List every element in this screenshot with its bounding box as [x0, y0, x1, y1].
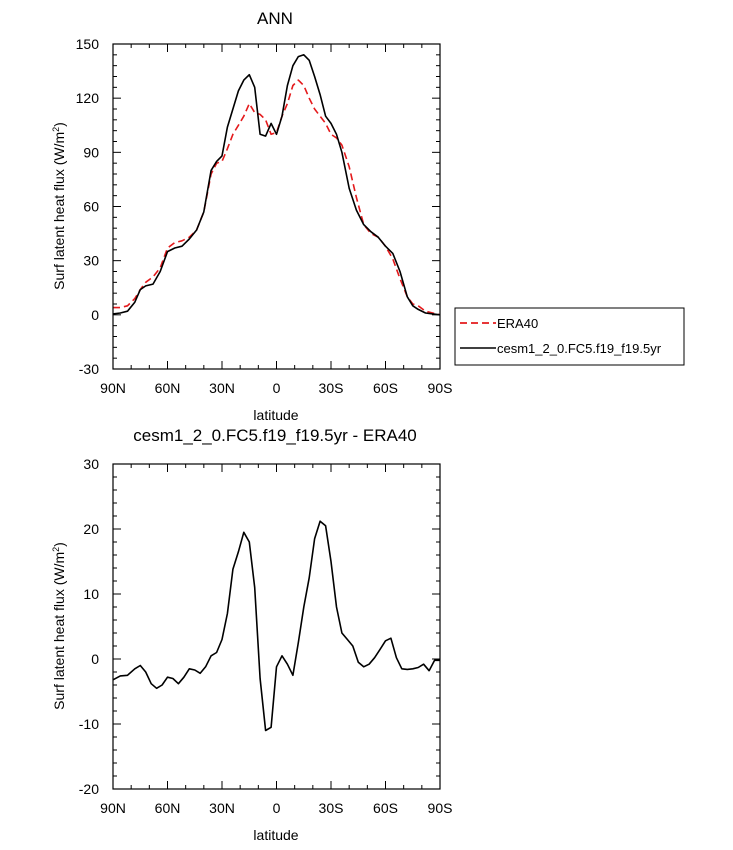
y-tick-label: 0 — [91, 307, 99, 323]
y-axis-label-close: ) — [51, 122, 67, 127]
y-tick-label: 60 — [83, 199, 99, 215]
x-tick-label: 60N — [155, 380, 181, 396]
legend-box — [454, 307, 685, 366]
y-tick-label: 90 — [83, 144, 99, 160]
chart-title: cesm1_2_0.FC5.f19_f19.5yr - ERA40 — [133, 426, 416, 445]
y-tick-label: 150 — [76, 36, 100, 52]
x-tick-label: 90S — [428, 800, 453, 816]
x-tick-label: 0 — [273, 800, 281, 816]
y-axis-label-close: ) — [51, 542, 67, 547]
y-tick-label: 10 — [83, 586, 99, 602]
top-panel: ANN 90N 60N 30N 0 30S 60S 90S-300306090120150 … — [51, 9, 452, 423]
plot-frame — [112, 43, 441, 370]
x-axis-label: latitude — [253, 407, 298, 423]
y-tick-label: 20 — [83, 521, 99, 537]
y-axis-label-superscript: 2 — [51, 127, 61, 132]
y-tick-label: 120 — [76, 90, 100, 106]
y-tick-label: 30 — [83, 253, 99, 269]
x-tick-label: 90S — [428, 380, 453, 396]
x-axis-label: latitude — [253, 827, 298, 843]
series-line — [112, 520, 440, 732]
y-axis-label-main: Surf latent heat flux (W/m — [51, 132, 67, 290]
series-group — [112, 520, 440, 732]
series-group — [112, 54, 441, 316]
axis-ticks: 90N 60N 30N 0 30S 60S 90S -20 -10 0 10 20 30 — [79, 456, 453, 816]
legend-label-cesm: cesm1_2_0.FC5.f19_f19.5yr — [497, 341, 662, 356]
y-axis-label: Surf latent heat flux (W/m2) — [51, 122, 67, 290]
y-tick-label: -30 — [79, 361, 99, 377]
series-line — [112, 54, 441, 316]
x-tick-label: 30N — [209, 380, 235, 396]
plot-frame — [112, 463, 441, 790]
x-tick-label: 60N — [155, 800, 181, 816]
x-tick-label: 30S — [319, 380, 344, 396]
axis-ticks: 90N 60N 30N 0 30S 60S 90S -30 0 30 60 90 120 150 — [76, 36, 453, 396]
y-tick-label: -20 — [79, 781, 99, 797]
y-axis-label: Surf latent heat flux (W/m2) — [51, 542, 67, 710]
bottom-panel: cesm1_2_0.FC5.f19_f19.5yr - ERA40 90N 60N… — [51, 426, 452, 843]
x-tick-label: 30N — [209, 800, 235, 816]
series-line — [113, 79, 441, 316]
y-tick-label: 30 — [83, 456, 99, 472]
y-axis-label-main: Surf latent heat flux (W/m — [51, 552, 67, 710]
x-tick-label: 60S — [373, 800, 398, 816]
x-tick-label: 0 — [273, 380, 281, 396]
x-tick-label: 90N — [100, 380, 126, 396]
legend-label-era40: ERA40 — [497, 316, 538, 331]
chart-title: ANN — [257, 9, 293, 28]
y-tick-label: -10 — [79, 716, 99, 732]
y-tick-label: 0 — [91, 651, 99, 667]
legend: ERA40 cesm1_2_0.FC5.f19_f19.5yr — [454, 307, 685, 366]
x-tick-label: 30S — [319, 800, 344, 816]
x-tick-label: 60S — [373, 380, 398, 396]
y-axis-label-superscript: 2 — [51, 547, 61, 552]
x-tick-label: 90N — [100, 800, 126, 816]
